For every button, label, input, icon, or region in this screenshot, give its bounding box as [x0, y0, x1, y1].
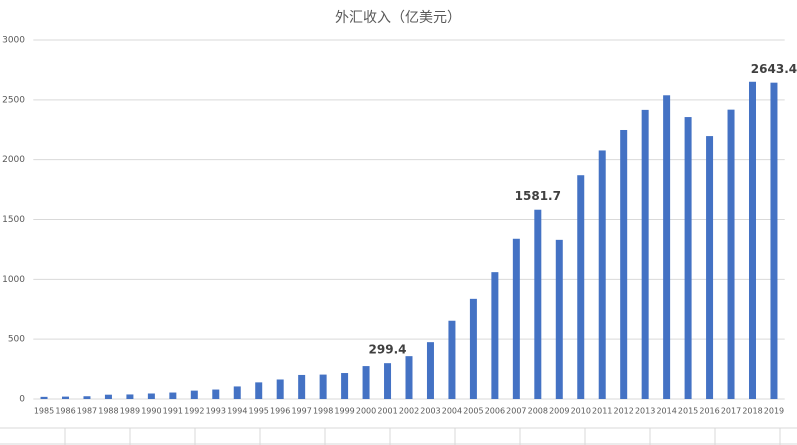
x-tick-label: 1995 — [249, 407, 269, 416]
bar — [620, 129, 628, 400]
bar — [276, 379, 284, 399]
x-tick-label: 1986 — [55, 407, 75, 416]
x-tick-label: 2015 — [678, 407, 698, 416]
bar — [469, 298, 477, 399]
y-tick-label: 2000 — [2, 155, 25, 165]
x-tick-label: 1997 — [291, 407, 311, 416]
x-tick-label: 2008 — [528, 407, 548, 416]
bar — [233, 386, 241, 399]
bar — [448, 320, 456, 399]
bar — [641, 109, 649, 400]
y-tick-label: 0 — [19, 395, 25, 405]
bar — [727, 109, 735, 399]
x-tick-label: 2019 — [764, 407, 784, 416]
x-tick-label: 1991 — [163, 407, 183, 416]
x-tick-label: 2018 — [742, 407, 762, 416]
x-tick-label: 1993 — [206, 407, 226, 416]
x-tick-label: 1994 — [227, 407, 247, 416]
data-table-lines — [0, 427, 797, 445]
x-tick-label: 2002 — [399, 407, 419, 416]
x-tick-label: 1985 — [34, 407, 54, 416]
bar — [341, 373, 349, 399]
y-tick-label: 500 — [8, 335, 25, 345]
bar — [104, 394, 112, 399]
x-tick-label: 2010 — [571, 407, 591, 416]
data-label: 2643.4 — [751, 62, 797, 76]
bar — [663, 95, 671, 399]
x-tick-label: 1999 — [334, 407, 354, 416]
bar — [491, 272, 499, 399]
bar — [40, 396, 48, 399]
x-tick-label: 1989 — [120, 407, 140, 416]
x-tick-label: 1998 — [313, 407, 333, 416]
x-tick-label: 2005 — [463, 407, 483, 416]
x-tick-label: 2007 — [506, 407, 526, 416]
y-tick-label: 2500 — [2, 95, 25, 105]
x-tick-label: 2000 — [356, 407, 376, 416]
x-tick-label: 2003 — [420, 407, 440, 416]
x-tick-label: 2004 — [442, 407, 462, 416]
x-tick-label: 1987 — [77, 407, 97, 416]
x-tick-label: 2011 — [592, 407, 612, 416]
bar — [384, 363, 392, 399]
bar — [83, 396, 91, 399]
bar — [362, 366, 370, 399]
bar — [577, 175, 585, 399]
bar — [169, 392, 177, 399]
bar — [62, 396, 70, 399]
data-label: 299.4 — [369, 343, 407, 357]
x-tick-label: 2001 — [377, 407, 397, 416]
chart-title: 外汇收入（亿美元） — [335, 10, 461, 26]
bar — [255, 382, 263, 399]
bar — [298, 374, 306, 399]
x-tick-label: 2012 — [614, 407, 634, 416]
x-tick-label: 1992 — [184, 407, 204, 416]
x-tick-label: 2017 — [721, 407, 741, 416]
bar — [512, 238, 520, 399]
bar — [555, 239, 563, 399]
bar — [534, 209, 542, 399]
bar — [405, 356, 413, 399]
bar — [147, 393, 155, 399]
x-tick-label: 2013 — [635, 407, 655, 416]
y-tick-label: 1000 — [2, 275, 25, 285]
x-tick-label: 2006 — [485, 407, 505, 416]
x-tick-label: 2009 — [549, 407, 569, 416]
bar — [770, 82, 778, 400]
y-tick-label: 3000 — [2, 36, 25, 46]
bar — [426, 342, 434, 399]
y-tick-label: 1500 — [2, 215, 25, 225]
x-tick-label: 2014 — [656, 407, 676, 416]
x-tick-label: 1988 — [98, 407, 118, 416]
bar — [706, 136, 714, 399]
bar — [319, 374, 327, 399]
bar — [190, 390, 198, 399]
bar — [748, 81, 756, 399]
bar — [684, 117, 692, 399]
x-tick-label: 1996 — [270, 407, 290, 416]
x-tick-label: 1990 — [141, 407, 161, 416]
bar — [126, 394, 134, 399]
bar — [598, 150, 606, 399]
x-tick-label: 2016 — [699, 407, 719, 416]
bar — [212, 389, 220, 399]
data-label: 1581.7 — [515, 189, 561, 203]
